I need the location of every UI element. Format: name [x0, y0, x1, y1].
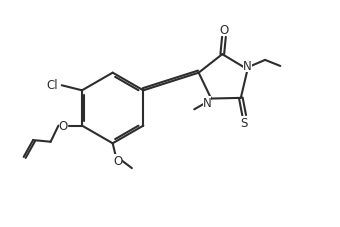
Text: O: O [59, 120, 68, 133]
Text: O: O [113, 155, 122, 168]
Text: S: S [240, 117, 248, 130]
Text: O: O [219, 24, 228, 37]
Text: Cl: Cl [47, 79, 58, 92]
Text: N: N [243, 60, 252, 73]
Text: N: N [203, 97, 211, 110]
